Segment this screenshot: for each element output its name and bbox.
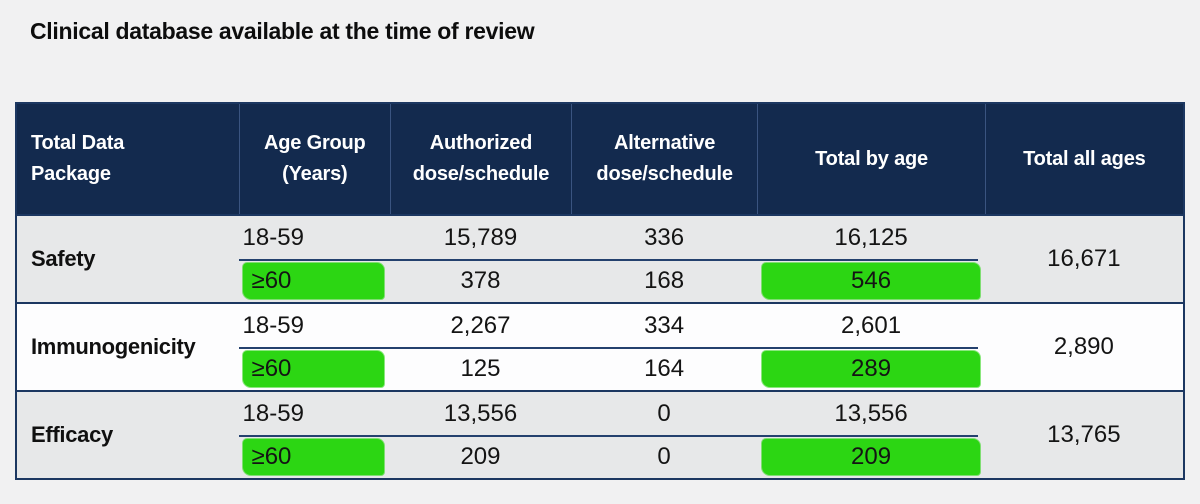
header-total-data-package: Total Data Package: [17, 104, 239, 214]
header-line: Total all ages: [1023, 147, 1146, 170]
package-label-safety: Safety: [31, 246, 96, 271]
total-all-ages-cell: 2,890: [1053, 333, 1114, 360]
header-line: Authorized: [429, 132, 533, 154]
subrow-divider: [238, 259, 978, 261]
total-all-ages-cell: 13,765: [1047, 421, 1121, 448]
total-by-age-cell: 546: [757, 259, 984, 302]
authorized-cell: 378: [460, 266, 501, 294]
header-line: Total by age: [815, 147, 928, 170]
authorized-cell: 13,556: [443, 399, 518, 427]
header-age-group: Age Group (Years): [238, 104, 391, 214]
table-band-safety: Safety 18-59 15,789 336 16,125 ≥60 378 1…: [17, 214, 1183, 302]
alternative-cell: 334: [644, 311, 685, 339]
header-line: Total Data: [31, 132, 125, 154]
header-line: Alternative: [614, 132, 716, 154]
age-group-highlight: ≥60: [242, 438, 385, 475]
alternative-cell: 164: [644, 354, 685, 382]
table-band-efficacy: Efficacy 18-59 13,556 0 13,556 ≥60 209 0…: [17, 390, 1183, 478]
total-by-age-cell: 2,601: [841, 311, 902, 339]
total-by-age-highlight: 289: [761, 350, 981, 387]
total-all-ages-cell: 16,671: [1047, 245, 1121, 272]
age-group-cell: 18-59: [242, 311, 304, 339]
authorized-cell: 15,789: [443, 223, 518, 251]
package-label-immunogenicity: Immunogenicity: [31, 334, 196, 359]
alternative-cell: 0: [657, 399, 671, 427]
authorized-cell: 2,267: [450, 311, 511, 339]
age-group-cell: 18-59: [242, 399, 304, 427]
age-group-highlight: ≥60: [242, 262, 385, 299]
authorized-cell: 125: [460, 354, 501, 382]
alternative-cell: 0: [657, 442, 671, 470]
header-line: (Years): [282, 163, 348, 185]
total-by-age-cell: 16,125: [834, 223, 908, 251]
clinical-database-table: Total Data Package Age Group (Years) Aut…: [15, 102, 1185, 480]
page-title: Clinical database available at the time …: [30, 18, 535, 44]
age-group-cell: ≥60: [239, 259, 391, 302]
age-group-highlight: ≥60: [242, 350, 385, 387]
header-line: dose/schedule: [412, 163, 550, 185]
age-group-cell: 18-59: [242, 223, 304, 251]
alternative-cell: 336: [644, 223, 685, 251]
alternative-cell: 168: [644, 266, 685, 294]
age-group-cell: ≥60: [239, 347, 391, 390]
header-line: Package: [31, 163, 111, 185]
table-band-immunogenicity: Immunogenicity 18-59 2,267 334 2,601 ≥60…: [17, 302, 1183, 390]
total-by-age-highlight: 546: [761, 262, 981, 299]
package-label-efficacy: Efficacy: [31, 422, 113, 447]
header-alternative-dose: Alternative dose/schedule: [570, 104, 758, 214]
total-by-age-cell: 209: [757, 435, 984, 478]
total-by-age-highlight: 209: [761, 438, 981, 475]
authorized-cell: 209: [460, 442, 501, 470]
header-line: dose/schedule: [596, 163, 733, 185]
header-line: Age Group: [264, 132, 366, 154]
total-by-age-cell: 289: [757, 347, 984, 390]
subrow-divider: [238, 347, 978, 349]
header-total-by-age: Total by age: [757, 104, 984, 214]
table-header-row: Total Data Package Age Group (Years) Aut…: [17, 104, 1183, 214]
total-by-age-cell: 13,556: [834, 399, 908, 427]
header-authorized-dose: Authorized dose/schedule: [390, 104, 571, 214]
age-group-cell: ≥60: [239, 435, 391, 478]
header-total-all-ages: Total all ages: [984, 104, 1183, 214]
subrow-divider: [238, 435, 978, 437]
